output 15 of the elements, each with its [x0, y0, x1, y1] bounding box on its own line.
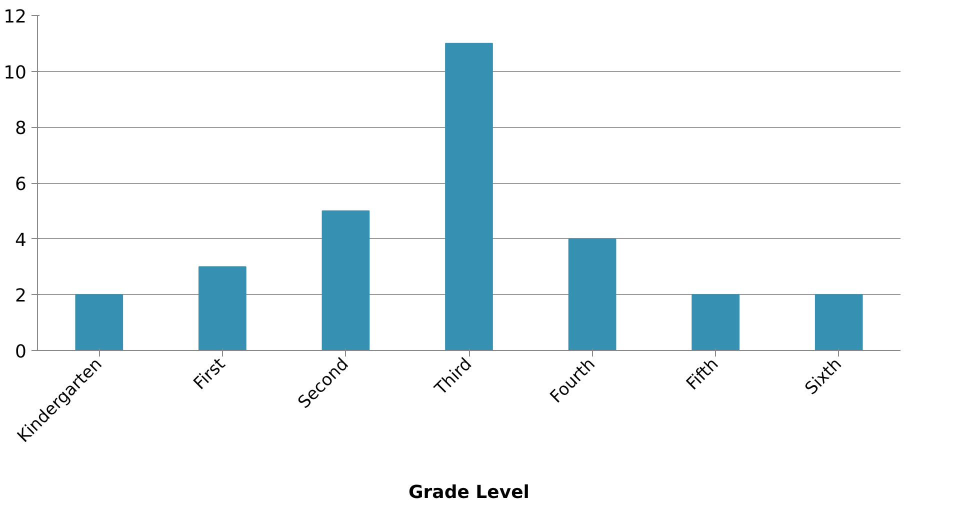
bar: [445, 42, 493, 350]
bar: [568, 238, 616, 350]
y-tick-label: 8: [15, 118, 26, 140]
bar: [692, 294, 740, 350]
y-tick-label: 12: [4, 6, 26, 28]
y-tick-label: 6: [15, 174, 26, 195]
y-tick-label: 10: [4, 62, 26, 84]
bar: [75, 294, 124, 350]
y-tick-label: 2: [15, 286, 26, 307]
x-axis-title: Grade Level: [408, 482, 530, 503]
bar: [814, 294, 863, 350]
bar: [198, 266, 246, 350]
y-tick-label: 0: [15, 342, 26, 362]
bar: [322, 210, 370, 350]
y-tick-label: 4: [15, 230, 26, 251]
